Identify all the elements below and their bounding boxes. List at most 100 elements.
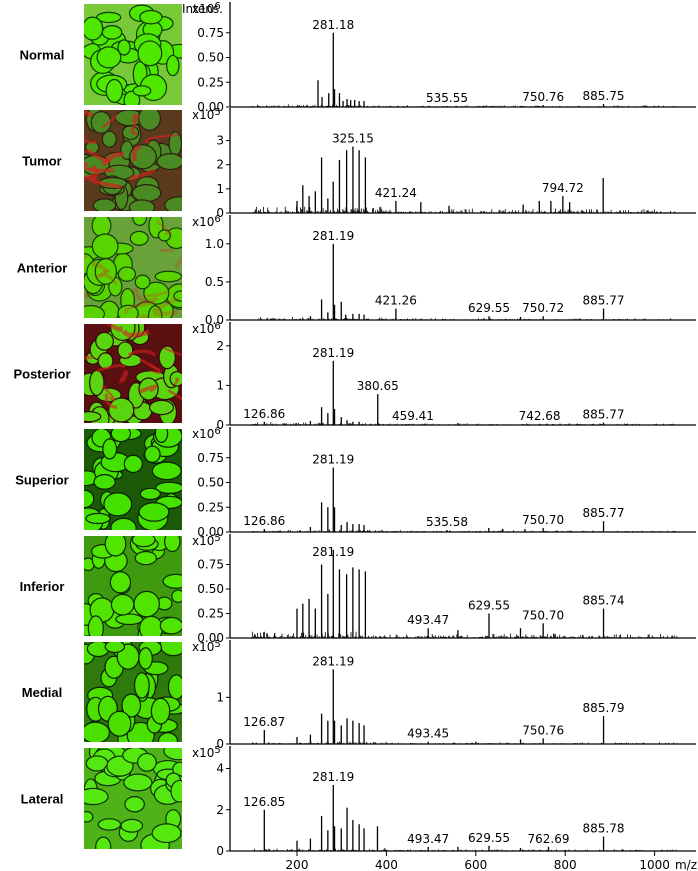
peak-label: 281.19 bbox=[312, 346, 354, 360]
x-tick-label: 200 bbox=[286, 858, 309, 871]
y-tick-label: 2 bbox=[216, 158, 224, 172]
peak-label: 750.76 bbox=[522, 90, 564, 104]
peak-label: 885.77 bbox=[583, 294, 625, 308]
peak-label: 281.18 bbox=[312, 18, 354, 32]
y-tick-label: 0.00 bbox=[197, 525, 224, 539]
sample-label: Inferior bbox=[20, 579, 65, 594]
peak-label: 885.74 bbox=[583, 594, 625, 608]
baseline-noise bbox=[251, 631, 678, 638]
peak-label: 325.15 bbox=[332, 132, 374, 146]
spectrum-panel: Tumor x105 0 1 2 3 325.15 421.24 794.72 bbox=[22, 107, 696, 220]
y-tick-label: 2 bbox=[216, 803, 224, 817]
y-tick-label: 2 bbox=[216, 339, 224, 353]
x-tick-label: 1000 bbox=[639, 858, 670, 871]
peak-label: 281.19 bbox=[312, 229, 354, 243]
peak-label: 493.47 bbox=[407, 832, 449, 846]
y-tick-label: 0 bbox=[216, 206, 224, 220]
tissue-image bbox=[84, 748, 182, 849]
peak-label: 421.26 bbox=[375, 294, 417, 308]
y-tick-label: 0.50 bbox=[197, 582, 224, 596]
tissue-image bbox=[84, 536, 182, 636]
peak-label: 750.70 bbox=[522, 608, 564, 622]
spectrum-panel: Anterior x106 0.0 0.5 1.0 281.19 421.26 629.55 7… bbox=[17, 214, 696, 327]
y-exponent-label: x105 bbox=[192, 533, 221, 548]
tissue-image bbox=[84, 429, 182, 530]
tissue-image bbox=[84, 324, 182, 423]
y-exponent-label: x105 bbox=[192, 639, 221, 654]
spectrum-panel: Normal x106 0.00 0.25 0.50 0.75 281.18 535.55 75… bbox=[20, 1, 696, 114]
x-tick-label: 600 bbox=[464, 858, 487, 871]
y-tick-label: 0.5 bbox=[205, 275, 224, 289]
peak-label: 126.86 bbox=[243, 407, 285, 421]
y-tick-label: 1.0 bbox=[205, 237, 224, 251]
mz-axis: 200 400 600 800 1000 m/z bbox=[286, 851, 697, 871]
peak-label: 126.87 bbox=[243, 715, 285, 729]
y-exponent-label: x106 bbox=[192, 214, 221, 229]
peak-label: 629.55 bbox=[468, 599, 510, 613]
peak-label: 421.24 bbox=[375, 186, 417, 200]
peak-label: 885.77 bbox=[583, 506, 625, 520]
peak-label: 762.69 bbox=[528, 832, 570, 846]
sample-label: Normal bbox=[20, 48, 65, 63]
y-tick-label: 0.0 bbox=[205, 313, 224, 327]
y-exponent-label: x105 bbox=[192, 107, 221, 122]
peak-label: 459.41 bbox=[392, 409, 434, 423]
sample-label: Tumor bbox=[22, 154, 61, 169]
y-tick-label: 0 bbox=[216, 737, 224, 751]
peak-label: 885.77 bbox=[583, 408, 625, 422]
spectrum-panel: Posterior x106 0 1 2 126.86 281.19 380.65 459.41… bbox=[13, 321, 696, 432]
intensity-axis-label: Intens. bbox=[182, 2, 223, 16]
x-tick-label: 400 bbox=[375, 858, 398, 871]
y-exponent-label: x106 bbox=[192, 426, 221, 441]
peak-label: 493.45 bbox=[407, 727, 449, 741]
peak-label: 794.72 bbox=[542, 181, 584, 195]
spectrum-panel: Inferior x105 0.00 0.25 0.50 0.75 281.19 493.47… bbox=[20, 533, 696, 645]
y-tick-label: 0.50 bbox=[197, 476, 224, 490]
y-exponent-label: x106 bbox=[192, 321, 221, 336]
peak-label: 281.19 bbox=[312, 545, 354, 559]
peak-label: 750.70 bbox=[522, 513, 564, 527]
peak-label: 281.19 bbox=[312, 654, 354, 668]
y-tick-label: 0.25 bbox=[197, 500, 224, 514]
peak-label: 629.55 bbox=[468, 301, 510, 315]
peak-label: 750.76 bbox=[522, 723, 564, 737]
y-tick-label: 0.50 bbox=[197, 51, 224, 65]
y-tick-label: 0.25 bbox=[197, 75, 224, 89]
y-tick-label: 0 bbox=[216, 844, 224, 858]
sample-label: Medial bbox=[22, 685, 62, 700]
peak-label: 750.72 bbox=[522, 301, 564, 315]
peak-label: 742.68 bbox=[519, 409, 561, 423]
y-tick-label: 1 bbox=[216, 690, 224, 704]
peak-label: 126.86 bbox=[243, 514, 285, 528]
peak-label: 629.55 bbox=[468, 831, 510, 845]
x-tick-label: 800 bbox=[554, 858, 577, 871]
peak-label: 885.78 bbox=[583, 822, 625, 836]
peak-label: 535.55 bbox=[426, 91, 468, 105]
y-tick-label: 3 bbox=[216, 134, 224, 148]
tissue-image bbox=[84, 110, 182, 211]
tissue-image bbox=[84, 4, 182, 105]
y-tick-label: 0.00 bbox=[197, 631, 224, 645]
spectrum-panel: Superior x106 0.00 0.25 0.50 0.75 126.86 281.19… bbox=[15, 426, 696, 539]
x-axis-label: m/z bbox=[675, 858, 697, 871]
sample-label: Superior bbox=[15, 473, 68, 488]
peak-label: 380.65 bbox=[357, 379, 399, 393]
peak-label: 885.79 bbox=[583, 701, 625, 715]
tissue-image bbox=[84, 642, 182, 742]
peak-label: 885.75 bbox=[583, 89, 625, 103]
peak-label: 281.19 bbox=[312, 453, 354, 467]
y-exponent-label: x106 bbox=[192, 1, 221, 16]
peak-label: 281.19 bbox=[312, 770, 354, 784]
y-tick-label: 1 bbox=[216, 182, 224, 196]
sample-label: Anterior bbox=[17, 261, 68, 276]
y-tick-label: 0.75 bbox=[197, 26, 224, 40]
sample-label: Lateral bbox=[21, 792, 64, 807]
peak-label: 535.58 bbox=[426, 515, 468, 529]
peak-label: 126.85 bbox=[243, 795, 285, 809]
baseline-noise bbox=[251, 206, 678, 213]
y-tick-label: 0.00 bbox=[197, 100, 224, 114]
y-tick-label: 0.25 bbox=[197, 607, 224, 621]
y-tick-label: 0.75 bbox=[197, 451, 224, 465]
